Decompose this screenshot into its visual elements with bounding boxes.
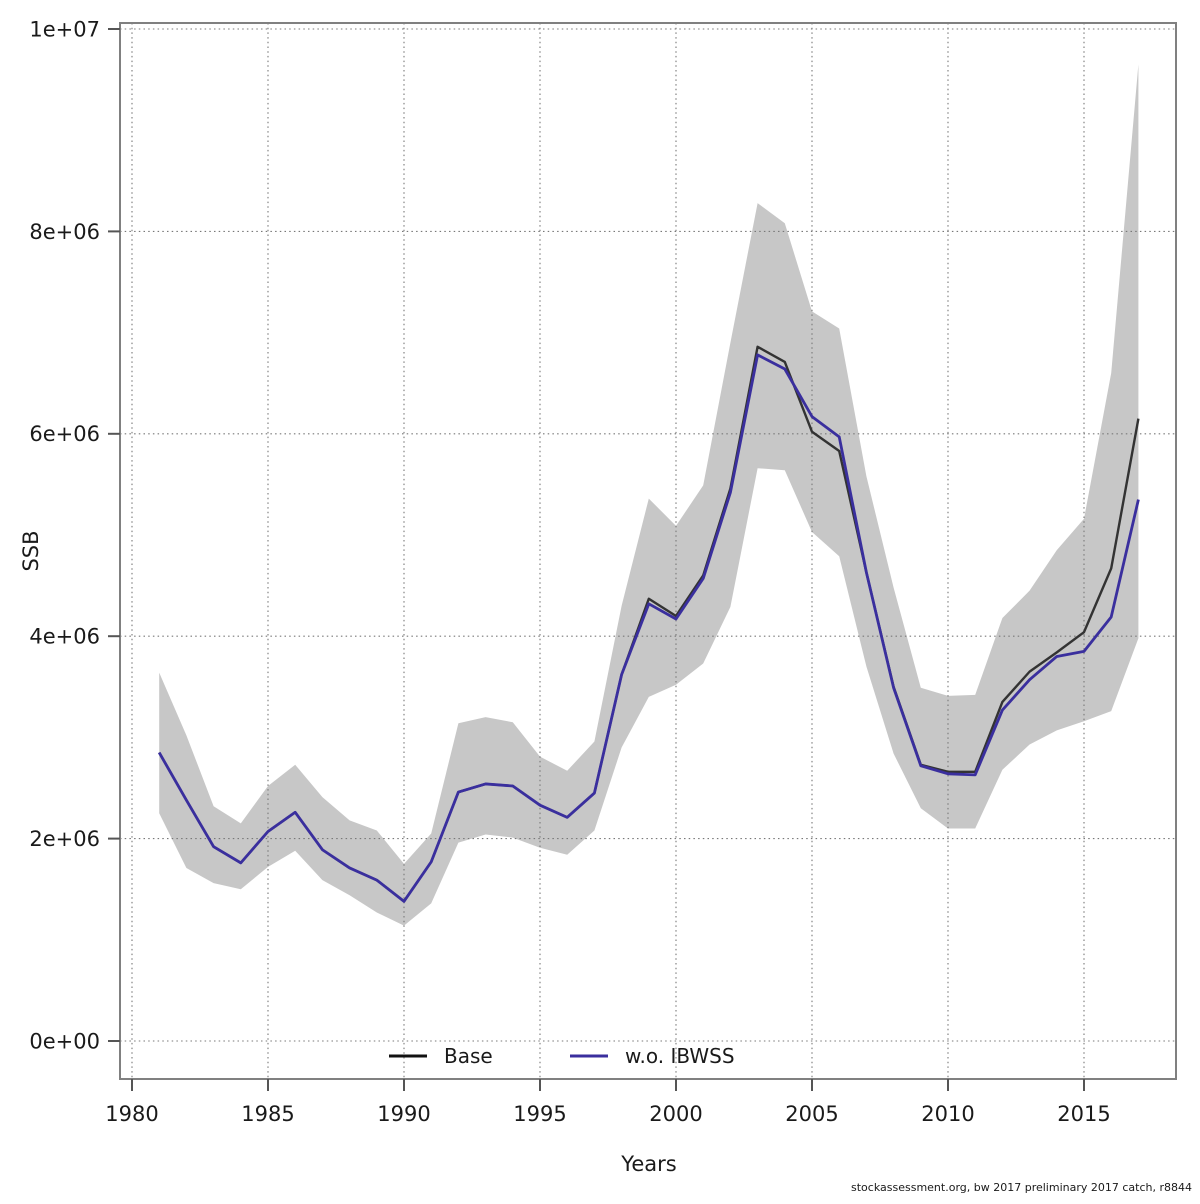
x-tick-label: 2005 (785, 1102, 838, 1126)
y-tick-label: 1e+07 (29, 17, 100, 41)
gridlines (120, 23, 1176, 1079)
legend: Base w.o. IBWSS (389, 1044, 735, 1068)
x-tick-label: 2000 (649, 1102, 702, 1126)
legend-base-label: Base (444, 1044, 493, 1068)
plot-border (119, 22, 1177, 1080)
y-axis-title: SSB (19, 530, 43, 571)
x-tick-label: 1980 (105, 1102, 158, 1126)
x-tick-label: 2015 (1057, 1102, 1110, 1126)
y-tick-label: 8e+06 (29, 220, 100, 244)
y-tick-label: 6e+06 (29, 422, 100, 446)
y-tick-label: 2e+06 (29, 827, 100, 851)
x-tick-label: 1985 (241, 1102, 294, 1126)
confidence-band (159, 64, 1139, 926)
y-tick-label: 0e+00 (29, 1029, 100, 1053)
legend-wo-ibwss-label: w.o. IBWSS (625, 1044, 735, 1068)
wo-ibwss-line (157, 353, 1140, 903)
x-tick-label: 1990 (377, 1102, 430, 1126)
x-axis: 1980 1985 1990 1995 2000 2005 2010 2015 (105, 1079, 1111, 1126)
x-axis-title: Years (620, 1152, 676, 1176)
x-tick-label: 1995 (513, 1102, 566, 1126)
confidence-band-layer (159, 64, 1139, 926)
y-axis: 0e+00 2e+06 4e+06 6e+06 8e+06 1e+07 (29, 17, 120, 1053)
x-tick-label: 2010 (921, 1102, 974, 1126)
y-tick-label: 4e+06 (29, 625, 100, 649)
footer-note: stockassessment.org, bw 2017 preliminary… (851, 1181, 1192, 1194)
